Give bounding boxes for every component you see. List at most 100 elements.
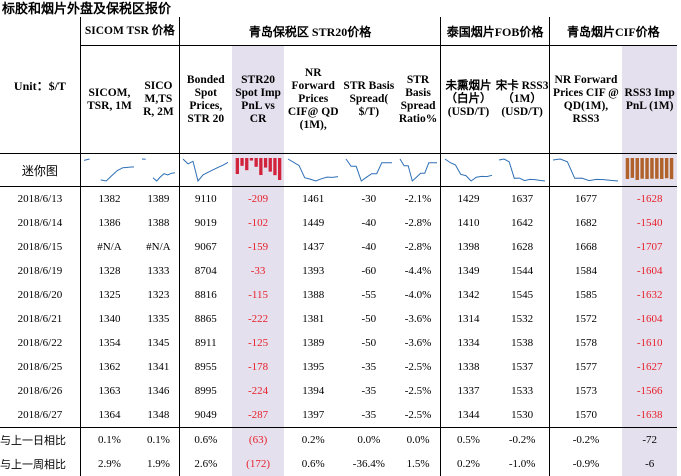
mini-bar [630,158,635,178]
table-cell: -102 [231,211,285,235]
table-cell: 8911 [194,337,217,349]
sparkline-cell [179,153,232,187]
summary-label: 与上一日相比 [0,427,81,452]
sparkline-cell [80,153,139,187]
sparkline-path [553,158,619,182]
sparkline-cell [342,153,396,187]
table-cell: 1398 [457,241,480,253]
table-row: 2018/6/15 #N/A #N/A 9067 -159 1437 -40 -2.8% 139… [0,235,677,259]
table-cell: 1386 [98,217,121,229]
table-cell: 1577 [574,361,597,373]
table-cell: -33 [231,259,285,283]
table-cell: 1333 [138,259,180,283]
row-date: 2018/6/21 [0,307,81,331]
mini-bar-chart [235,158,281,180]
table-cell: 1325 [98,289,121,301]
table-cell: 1395 [302,361,325,373]
table-cell: 9049 [194,409,217,421]
table-cell: -55 [361,289,377,301]
mini-bar [249,158,253,161]
table-cell: 0.2% [457,458,480,470]
table-cell: -50 [361,337,377,349]
table-cell: 1349 [457,265,480,277]
summary-row: 与上一日相比 0.1% 0.1% 0.6% (63) 0.2% 0.0% 0.0% 0.5% -0… [0,427,677,452]
table-cell: -125 [231,331,285,355]
table-cell: -2.5% [395,379,442,403]
sparkline [444,158,493,182]
group-qingdao-bonded: 青岛保税区 STR20价格 [179,17,442,46]
table-cell: 1314 [457,313,480,325]
table-cell: 0.5% [440,427,496,452]
col-header: 宋卡 RSS3（1M）(USD/T) [495,45,550,154]
row-date: 2018/6/25 [0,355,81,379]
mini-bar [665,158,669,179]
sparkline [399,158,437,182]
table-cell: -1.0% [495,452,550,476]
row-date: 2018/6/27 [0,403,81,428]
row-date: 2018/6/15 [0,235,81,259]
table-cell: 1342 [457,289,480,301]
table-cell: 1393 [302,265,325,277]
table-cell: 1449 [302,217,325,229]
sparkline-path [399,158,437,182]
table-cell: 1570 [574,409,597,421]
table-cell: 1532 [495,307,550,331]
table-cell: 0.6% [179,427,232,452]
table-cell: -35 [361,361,377,373]
table-cell: 1397 [302,409,325,421]
table-cell: -50 [361,313,377,325]
table-cell: -1632 [622,283,677,307]
table-cell: 9110 [194,193,217,205]
col-header: Bonded Spot Prices, STR 20 [179,45,232,154]
table-cell: 1544 [495,259,550,283]
table-row: 2018/6/14 1386 1388 9019 -102 1449 -40 -2.8% 141… [0,211,677,235]
table-cell: 8816 [194,289,217,301]
table-cell: 1340 [98,313,121,325]
table-row: 2018/6/20 1325 1323 8816 -115 1388 -55 -4.0% 134… [0,283,677,307]
row-date: 2018/6/19 [0,259,81,283]
sparkline-cell [138,153,180,187]
table-cell: -35 [361,409,377,421]
col-header: SICOM, TSR, 1M [80,45,139,154]
sparkline-path [141,158,175,182]
sparkline-cell [549,153,623,187]
table-cell: -3.6% [395,331,442,355]
table-cell: -1638 [622,403,677,428]
group-thai-fob: 泰国烟片FOB价格 [440,17,550,46]
table-cell: 1628 [495,235,550,259]
table-cell: -222 [231,307,285,331]
row-date: 2018/6/26 [0,379,81,403]
table-cell: 1344 [457,409,480,421]
col-header: NR Forward Prices CIF @ QD(1M), RSS3 [549,45,623,154]
table-cell: -0.9% [572,458,600,470]
mini-bar [625,158,630,179]
table-cell: 1585 [574,289,597,301]
table-cell: 8704 [194,265,217,277]
table-cell: -2.5% [395,355,442,379]
table-cell: 9019 [194,217,217,229]
page-title: 标胶和烟片外盘及保税区报价 [2,1,172,16]
table-cell: 1328 [98,265,121,277]
mini-bar [244,158,248,171]
sparkline [287,158,339,182]
sparkline-path [287,158,339,182]
table-cell: 1348 [138,403,180,428]
table-cell: -4.0% [395,283,442,307]
table-cell: 1334 [457,337,480,349]
table-cell: -178 [231,355,285,379]
mini-bar [669,158,674,180]
sparkline [345,158,392,182]
mini-bar [640,158,645,179]
table-cell: 8865 [194,313,217,325]
summary-row: 与上一周相比 2.9% 1.9% 2.6% (172) 0.6% -36.4% 1.5% 0.2… [0,452,677,476]
mini-bar [263,158,267,168]
table-row: 2018/6/19 1328 1333 8704 -33 1393 -60 -4.4% 1349… [0,259,677,283]
group-qingdao-cif: 青岛烟片CIF价格 [549,17,677,46]
table-cell: -2.8% [395,211,442,235]
table-cell: 1538 [495,331,550,355]
table-cell: -36.4% [352,458,385,470]
table-cell: 1389 [302,337,325,349]
table-cell: -115 [231,283,285,307]
col-header: STR Basis Spread Ratio% [395,45,442,154]
table-cell: 1345 [138,331,180,355]
